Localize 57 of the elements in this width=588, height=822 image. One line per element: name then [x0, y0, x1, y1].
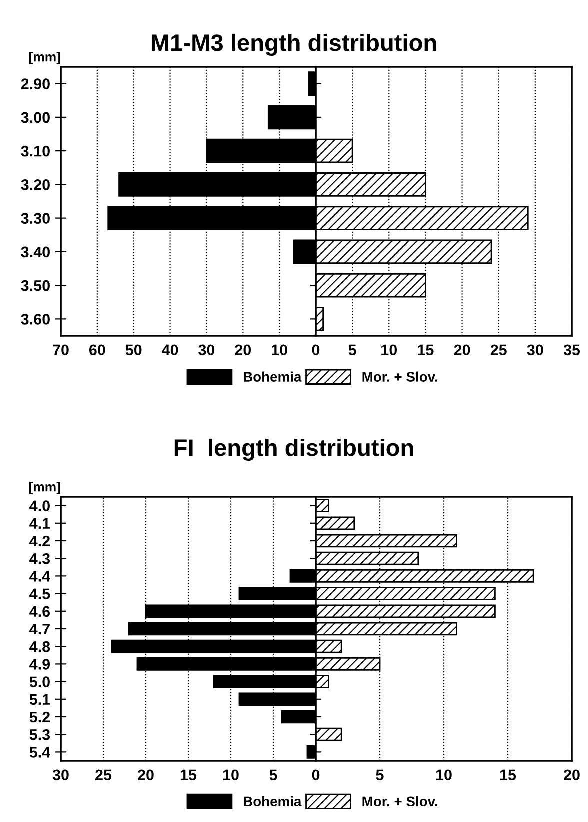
y-tick-label: 4.8 [30, 641, 50, 652]
y-tick-label: 4.6 [30, 606, 50, 618]
y-axis-title: [mm] [29, 52, 60, 64]
legend-label: Bohemia [244, 372, 302, 382]
x-tick-label: 10 [272, 344, 288, 356]
x-tick-label: 0 [312, 344, 320, 356]
y-tick-label: 2.90 [21, 78, 50, 90]
x-tick-label: 20 [454, 344, 470, 356]
legend-label: Mor. + Slov. [362, 796, 438, 807]
x-tick-label: 15 [418, 344, 434, 356]
x-tick-label: 25 [96, 770, 112, 781]
x-tick-label: 20 [564, 770, 580, 781]
y-tick-label: 3.10 [21, 146, 50, 157]
x-tick-label: 35 [564, 344, 580, 356]
x-tick-label: 15 [180, 770, 197, 781]
x-tick-label: 5 [270, 770, 278, 781]
y-tick-label: 3.50 [21, 280, 50, 292]
legend-label: Mor. + Slov. [362, 372, 438, 382]
chart-title: FI length distribution [174, 438, 414, 462]
y-axis-title: [mm] [29, 482, 60, 494]
x-tick-label: 10 [382, 344, 398, 356]
x-tick-label: 60 [89, 344, 106, 356]
x-tick-label: 10 [223, 770, 239, 781]
x-tick-label: 5 [376, 770, 384, 781]
y-tick-label: 5.4 [30, 747, 51, 758]
y-tick-label: 3.30 [21, 213, 50, 224]
y-tick-label: 5.2 [30, 712, 50, 723]
x-tick-label: 25 [490, 344, 507, 356]
chart-title: M1-M3 length distribution [152, 34, 436, 56]
y-tick-label: 4.7 [30, 624, 50, 635]
x-tick-label: 30 [527, 344, 544, 356]
x-tick-label: 5 [348, 344, 356, 356]
y-tick-label: 3.20 [21, 180, 50, 190]
y-tick-label: 3.60 [21, 314, 50, 325]
y-tick-label: 5.1 [30, 694, 50, 706]
y-tick-label: 4.0 [30, 500, 50, 512]
y-tick-label: 4.1 [30, 518, 50, 529]
x-tick-label: 20 [235, 344, 252, 356]
y-tick-label: 5.3 [30, 729, 50, 740]
x-tick-label: 70 [53, 344, 69, 356]
y-tick-label: 5.0 [30, 676, 50, 688]
y-tick-label: 4.2 [30, 536, 50, 547]
x-tick-label: 30 [198, 344, 215, 356]
x-tick-label: 40 [162, 344, 178, 356]
y-tick-label: 3.40 [21, 246, 50, 258]
y-tick-label: 4.9 [30, 659, 50, 670]
x-tick-label: 10 [436, 770, 452, 781]
y-tick-label: 4.4 [30, 571, 51, 582]
legend-label: Bohemia [244, 796, 302, 807]
x-tick-label: 20 [138, 770, 154, 781]
y-tick-label: 3.00 [21, 112, 50, 124]
x-tick-label: 0 [312, 770, 320, 781]
y-tick-label: 4.3 [30, 553, 50, 564]
x-tick-label: 50 [126, 344, 142, 356]
x-tick-label: 30 [52, 770, 69, 781]
y-tick-label: 4.5 [30, 588, 50, 600]
x-tick-label: 15 [500, 770, 516, 781]
